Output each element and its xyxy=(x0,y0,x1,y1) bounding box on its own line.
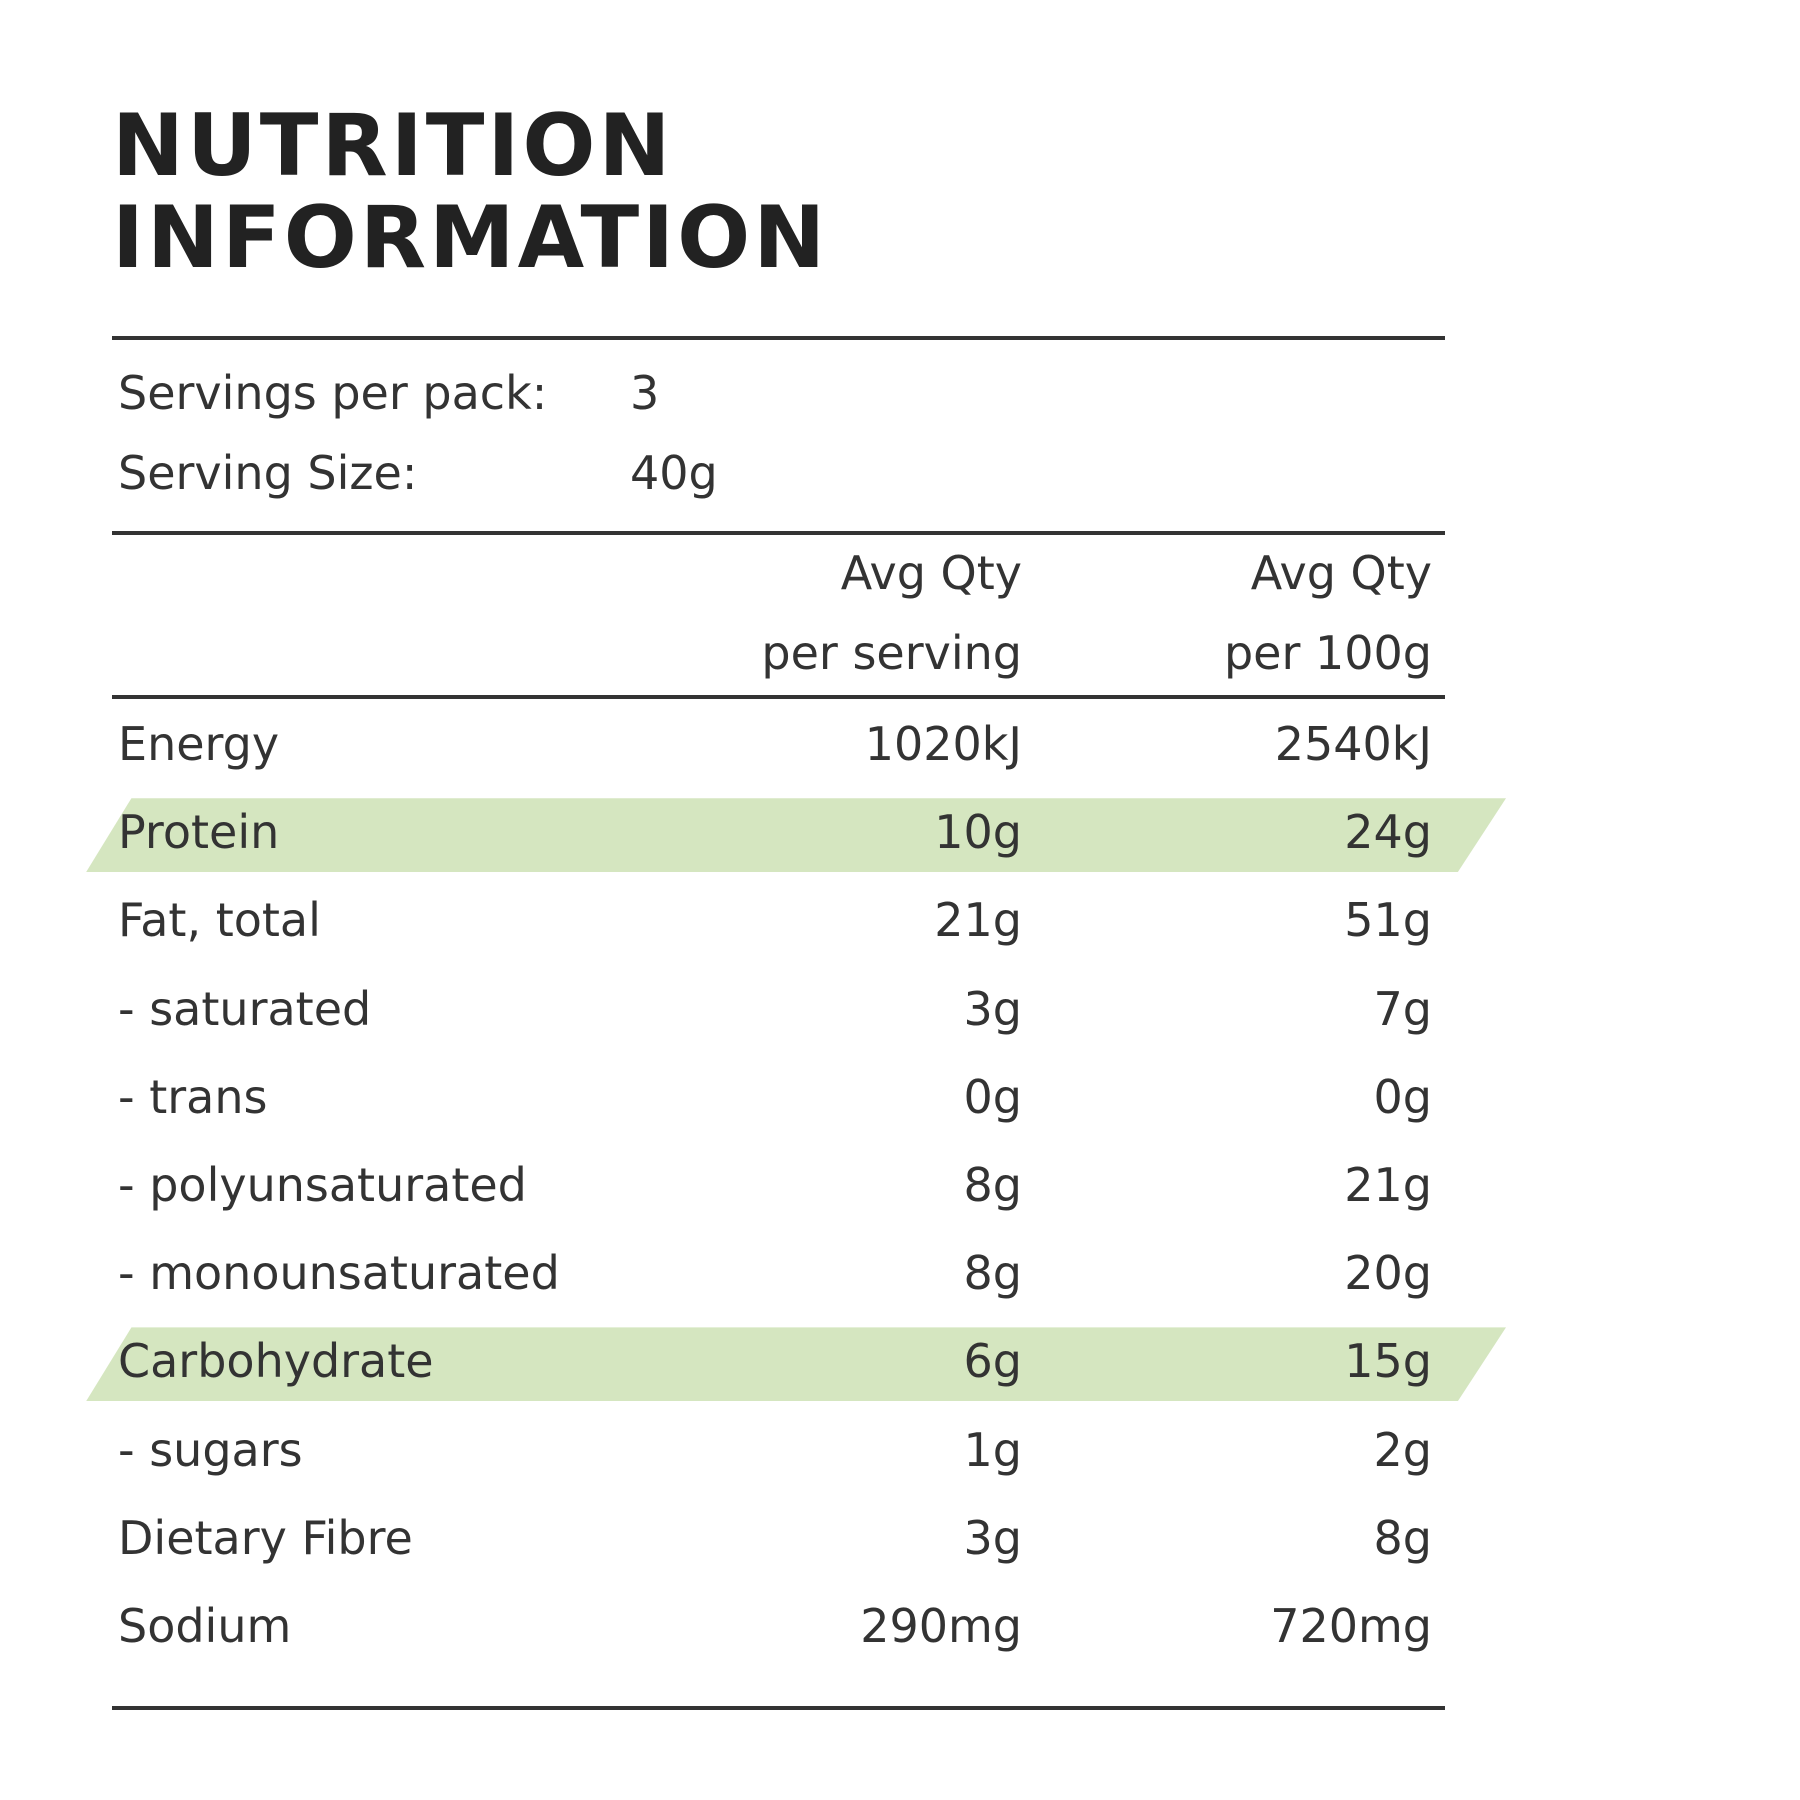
nutrient-per-100g: 20g xyxy=(1344,1246,1432,1301)
divider-bottom xyxy=(112,1706,1445,1710)
col-header-per-100-line2: per 100g xyxy=(1223,626,1432,680)
servings-per-pack-value: 3 xyxy=(630,366,660,420)
serving-size-row: Serving Size: 40g xyxy=(118,443,818,503)
col-header-per-serving-line2: per serving xyxy=(761,626,1022,680)
nutrient-per-serving: 8g xyxy=(963,1246,1022,1301)
nutrient-name: - saturated xyxy=(118,981,372,1036)
page-title: NUTRITION INFORMATION xyxy=(112,100,828,284)
nutrient-row: Carbohydrate 6g 15g xyxy=(0,1317,1800,1405)
nutrient-name: Dietary Fibre xyxy=(118,1510,413,1565)
nutrient-name: - monounsaturated xyxy=(118,1246,560,1301)
nutrient-per-100g: 51g xyxy=(1344,893,1432,948)
title-line-2: INFORMATION xyxy=(112,188,829,288)
nutrient-per-100g: 24g xyxy=(1344,805,1432,860)
serving-size-label: Serving Size: xyxy=(118,446,418,500)
title-line-1: NUTRITION xyxy=(112,96,674,196)
nutrient-row: - monounsaturated 8g 20g xyxy=(0,1229,1800,1317)
nutrient-row: - polyunsaturated 8g 21g xyxy=(0,1141,1800,1229)
nutrient-name: - trans xyxy=(118,1069,268,1124)
nutrient-name: Energy xyxy=(118,717,280,771)
nutrient-per-100g: 2g xyxy=(1373,1422,1432,1477)
divider-servings xyxy=(112,531,1445,535)
nutrient-row: Protein 10g 24g xyxy=(0,788,1800,876)
nutrient-row: Energy 1020kJ 2540kJ xyxy=(0,700,1800,788)
nutrient-row: Dietary Fibre 3g 8g xyxy=(0,1494,1800,1582)
nutrient-row: - sugars 1g 2g xyxy=(0,1406,1800,1494)
nutrient-per-serving: 6g xyxy=(963,1334,1022,1389)
servings-per-pack-row: Servings per pack: 3 xyxy=(118,363,818,423)
nutrient-per-100g: 2540kJ xyxy=(1274,717,1432,771)
nutrient-row: - trans 0g 0g xyxy=(0,1053,1800,1141)
nutrient-name: Carbohydrate xyxy=(118,1334,434,1389)
nutrient-per-serving: 3g xyxy=(963,1510,1022,1565)
nutrient-name: Sodium xyxy=(118,1599,292,1653)
nutrient-row: - saturated 3g 7g xyxy=(0,965,1800,1053)
serving-size-value: 40g xyxy=(630,446,718,500)
nutrient-per-serving: 21g xyxy=(934,893,1022,948)
nutrient-per-100g: 21g xyxy=(1344,1158,1432,1212)
nutrient-name: - polyunsaturated xyxy=(118,1158,527,1212)
divider-header xyxy=(112,695,1445,699)
nutrient-per-serving: 1g xyxy=(963,1422,1022,1477)
nutrient-name: Fat, total xyxy=(118,893,321,948)
nutrient-name: Protein xyxy=(118,805,280,860)
nutrient-per-100g: 0g xyxy=(1373,1069,1432,1124)
col-header-per-100-line1: Avg Qty xyxy=(1250,546,1432,600)
servings-per-pack-label: Servings per pack: xyxy=(118,366,548,420)
nutrient-per-serving: 290mg xyxy=(860,1599,1022,1653)
col-header-per-serving-line1: Avg Qty xyxy=(840,546,1022,600)
nutrient-per-serving: 1020kJ xyxy=(864,717,1022,771)
nutrient-per-100g: 8g xyxy=(1373,1510,1432,1565)
nutrient-name: - sugars xyxy=(118,1422,303,1477)
nutrient-row: Fat, total 21g 51g xyxy=(0,876,1800,964)
nutrient-per-serving: 10g xyxy=(934,805,1022,860)
divider-top xyxy=(112,336,1445,340)
nutrient-per-serving: 3g xyxy=(963,981,1022,1036)
nutrient-per-serving: 0g xyxy=(963,1069,1022,1124)
nutrient-per-serving: 8g xyxy=(963,1158,1022,1212)
nutrient-per-100g: 15g xyxy=(1344,1334,1432,1389)
nutrient-row: Sodium 290mg 720mg xyxy=(0,1582,1800,1670)
nutrient-per-100g: 720mg xyxy=(1270,1599,1432,1653)
nutrient-per-100g: 7g xyxy=(1373,981,1432,1036)
